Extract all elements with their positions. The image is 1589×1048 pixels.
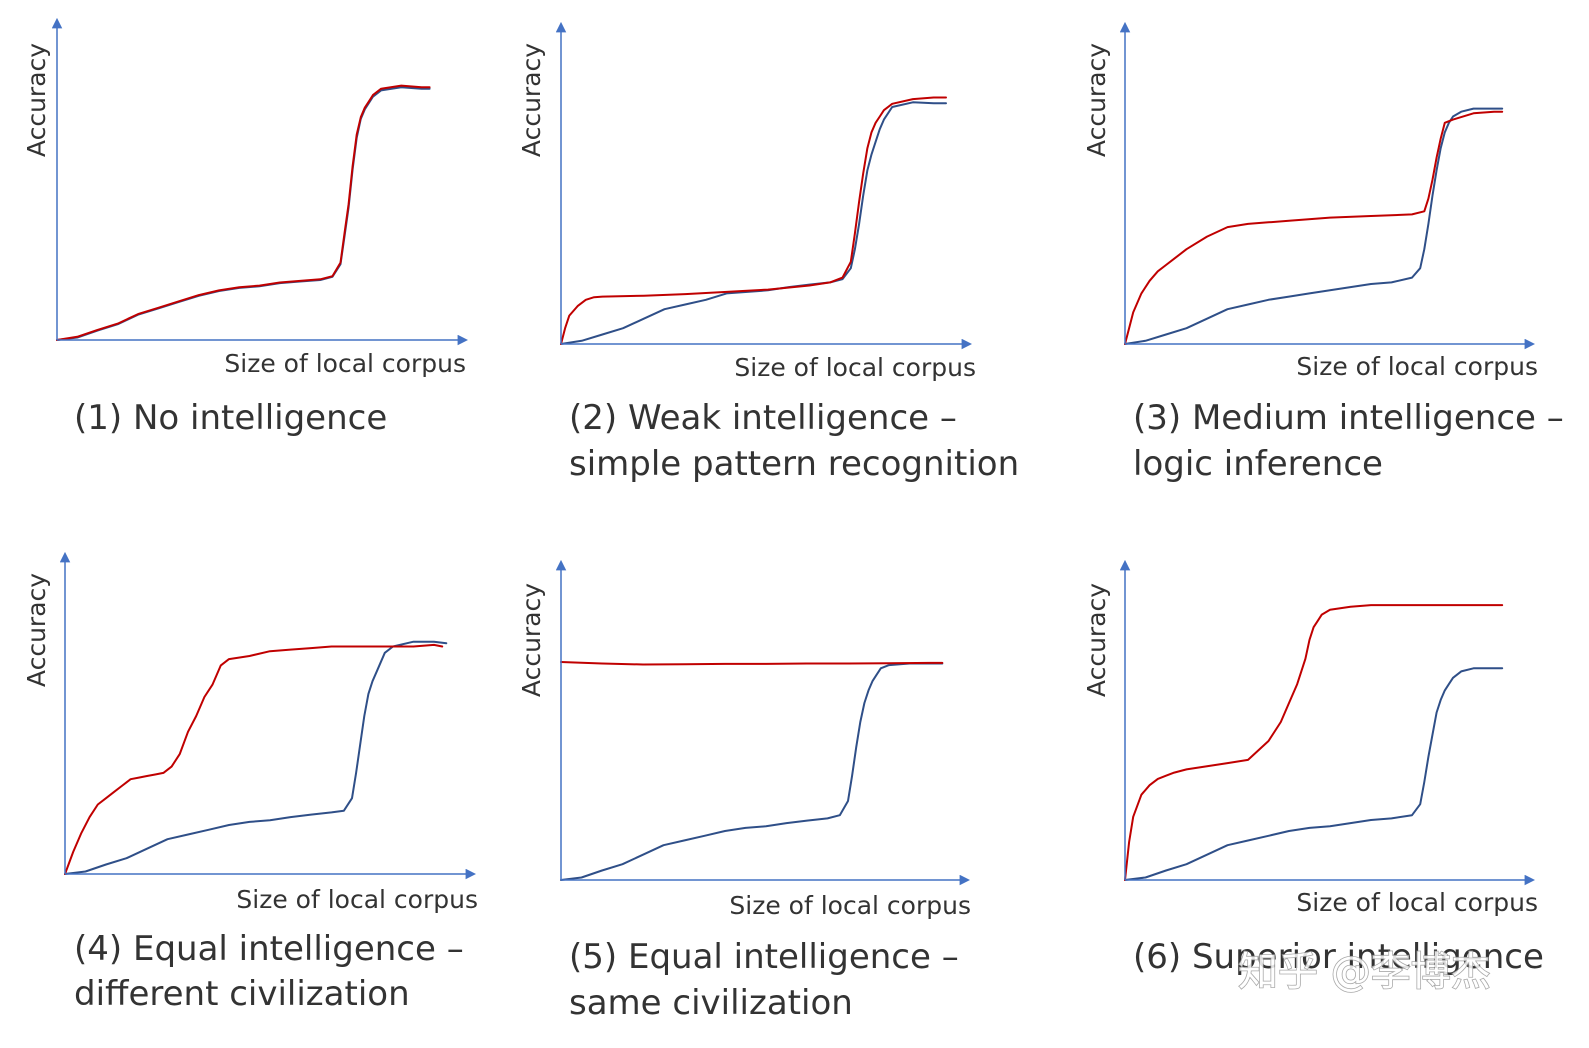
panel-caption-line-1: (5) Equal intelligence – <box>569 937 959 977</box>
series-line-red <box>560 661 944 666</box>
series-line-blue <box>64 640 448 875</box>
panel-caption-line-1: (2) Weak intelligence – <box>569 398 957 438</box>
series-lines <box>1124 107 1504 345</box>
series-lines <box>1124 604 1504 881</box>
x-axis-label: Size of local corpus <box>236 885 478 914</box>
x-axis-label: Size of local corpus <box>729 891 971 920</box>
panel-caption-line-2: different civilization <box>74 974 410 1014</box>
x-axis-label: Size of local corpus <box>1296 352 1538 381</box>
panel-caption-line-2: simple pattern recognition <box>569 444 1019 484</box>
y-axis-label: Accuracy <box>517 43 546 157</box>
series-line-blue <box>1124 107 1504 345</box>
series-lines <box>64 640 448 875</box>
series-line-blue <box>56 86 431 341</box>
series-line-red <box>1124 604 1504 881</box>
panel-caption-line-2: same civilization <box>569 983 853 1023</box>
series-line-blue <box>1124 667 1504 881</box>
panel-caption-line-2: logic inference <box>1133 444 1383 484</box>
y-axis-label: Accuracy <box>22 43 51 157</box>
series-line-blue <box>560 101 947 345</box>
series-lines <box>560 96 947 345</box>
panel-caption-line-1: (3) Medium intelligence – <box>1133 398 1564 438</box>
y-axis-label: Accuracy <box>517 583 546 697</box>
chart-panel-6: Accuracy Size of local corpus (6) Superi… <box>1082 559 1544 977</box>
panel-caption-line-1: (4) Equal intelligence – <box>74 929 464 969</box>
x-axis-label: Size of local corpus <box>224 349 466 378</box>
chart-panel-2: Accuracy Size of local corpus (2) Weak i… <box>517 21 1019 484</box>
watermark-text: 知乎 @李博杰 <box>1238 949 1491 995</box>
series-line-red <box>1124 110 1504 345</box>
series-line-red <box>64 643 444 875</box>
series-line-blue <box>560 662 944 881</box>
x-axis-label: Size of local corpus <box>1296 888 1538 917</box>
panel-caption-line-1: (1) No intelligence <box>74 398 387 438</box>
series-lines <box>560 661 944 881</box>
chart-panel-5: Accuracy Size of local corpus (5) Equal … <box>517 559 971 1023</box>
series-line-red <box>560 96 947 345</box>
chart-panel-4: Accuracy Size of local corpus (4) Equal … <box>22 551 478 1014</box>
x-axis-label: Size of local corpus <box>734 353 976 382</box>
series-line-red <box>56 84 431 341</box>
series-lines <box>56 84 431 341</box>
y-axis-label: Accuracy <box>22 573 51 687</box>
y-axis-label: Accuracy <box>1082 43 1111 157</box>
y-axis-label: Accuracy <box>1082 583 1111 697</box>
chart-panel-3: Accuracy Size of local corpus (3) Medium… <box>1082 21 1564 484</box>
chart-panel-1: Accuracy Size of local corpus (1) No int… <box>22 17 469 438</box>
panel-caption-line-1: (6) Superior intelligence <box>1133 937 1544 977</box>
